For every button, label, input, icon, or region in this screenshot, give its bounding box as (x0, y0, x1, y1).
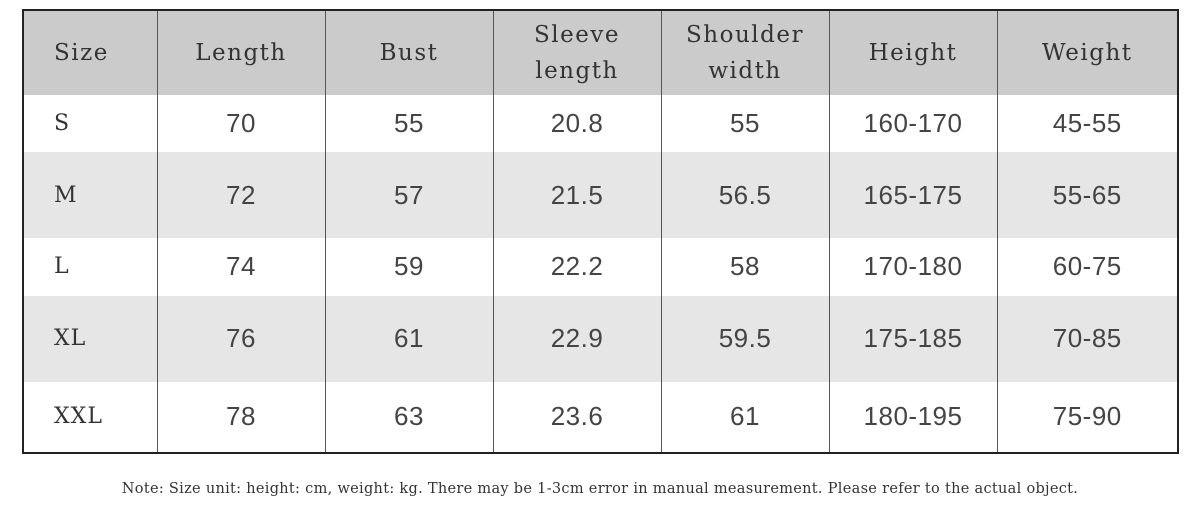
header-row: Size Length Bust Sleeve length Shoulder wi… (22, 10, 1179, 95)
bust-cell: 57 (324, 152, 494, 239)
weight-cell: 70-85 (996, 295, 1179, 382)
weight-cell: 75-90 (996, 381, 1179, 453)
shoulder-width-cell: 58 (660, 238, 830, 296)
sleeve-length-cell: 22.2 (492, 238, 662, 296)
length-cell: 72 (156, 152, 326, 239)
size-cell: S (22, 95, 158, 153)
header-length: Length (156, 10, 326, 95)
bust-cell: 61 (324, 295, 494, 382)
header-height: Height (828, 10, 998, 95)
height-cell: 165-175 (828, 152, 998, 239)
length-cell: 74 (156, 238, 326, 296)
table-row: XL 76 61 22.9 59.5 175-185 70-85 (22, 295, 1179, 382)
weight-cell: 55-65 (996, 152, 1179, 239)
sleeve-length-cell: 23.6 (492, 381, 662, 453)
weight-cell: 45-55 (996, 95, 1179, 153)
shoulder-width-cell: 56.5 (660, 152, 830, 239)
sleeve-length-cell: 20.8 (492, 95, 662, 153)
height-cell: 170-180 (828, 238, 998, 296)
header-bust: Bust (324, 10, 494, 95)
bust-cell: 59 (324, 238, 494, 296)
bust-cell: 63 (324, 381, 494, 453)
table-row: S 70 55 20.8 55 160-170 45-55 (22, 95, 1179, 153)
length-cell: 70 (156, 95, 326, 153)
length-cell: 78 (156, 381, 326, 453)
sleeve-length-cell: 21.5 (492, 152, 662, 239)
size-cell: XL (22, 295, 158, 382)
shoulder-width-cell: 61 (660, 381, 830, 453)
size-chart-table: Size Length Bust Sleeve length Shoulder wi… (22, 9, 1179, 454)
height-cell: 180-195 (828, 381, 998, 453)
bust-cell: 55 (324, 95, 494, 153)
weight-cell: 60-75 (996, 238, 1179, 296)
size-cell: XXL (22, 381, 158, 453)
table-row: M 72 57 21.5 56.5 165-175 55-65 (22, 152, 1179, 239)
length-cell: 76 (156, 295, 326, 382)
measurement-note: Note: Size unit: height: cm, weight: kg.… (121, 481, 1079, 497)
header-weight: Weight (996, 10, 1179, 95)
size-cell: L (22, 238, 158, 296)
height-cell: 175-185 (828, 295, 998, 382)
table-row: XXL 78 63 23.6 61 180-195 75-90 (22, 381, 1179, 453)
table-row: L 74 59 22.2 58 170-180 60-75 (22, 238, 1179, 296)
sleeve-length-cell: 22.9 (492, 295, 662, 382)
shoulder-width-cell: 59.5 (660, 295, 830, 382)
header-shoulder-width: Shoulder width (660, 10, 830, 95)
header-size: Size (22, 10, 158, 95)
shoulder-width-cell: 55 (660, 95, 830, 153)
size-cell: M (22, 152, 158, 239)
height-cell: 160-170 (828, 95, 998, 153)
header-sleeve-length: Sleeve length (492, 10, 662, 95)
